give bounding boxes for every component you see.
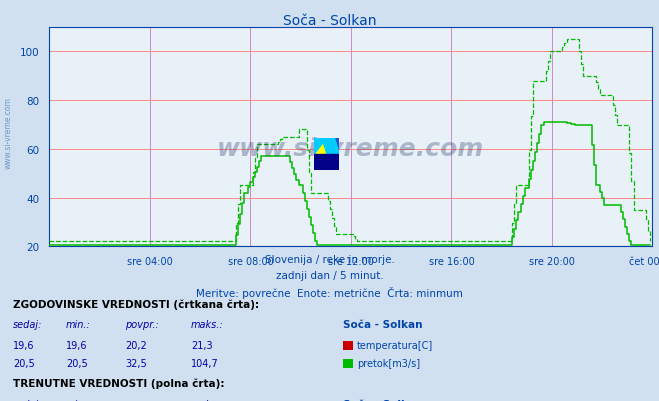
Text: maks.:: maks.: [191,399,224,401]
Text: 20,2: 20,2 [125,340,147,350]
Text: sedaj:: sedaj: [13,399,43,401]
Text: TRENUTNE VREDNOSTI (polna črta):: TRENUTNE VREDNOSTI (polna črta): [13,377,225,388]
Text: 104,7: 104,7 [191,358,219,368]
Polygon shape [327,138,339,154]
Text: www.si-vreme.com: www.si-vreme.com [217,136,484,160]
Text: Meritve: povrečne  Enote: metrične  Črta: minmum: Meritve: povrečne Enote: metrične Črta: … [196,287,463,299]
Text: povpr.:: povpr.: [125,320,159,330]
Text: www.si-vreme.com: www.si-vreme.com [3,97,13,168]
Polygon shape [322,138,339,154]
Text: Soča - Solkan: Soča - Solkan [343,320,422,330]
Polygon shape [314,138,327,154]
Text: Soča - Solkan: Soča - Solkan [343,399,422,401]
Text: 20,5: 20,5 [13,358,35,368]
Polygon shape [314,154,339,170]
Text: sedaj:: sedaj: [13,320,43,330]
Text: maks.:: maks.: [191,320,224,330]
Text: Slovenija / reke in morje.: Slovenija / reke in morje. [264,255,395,265]
Text: Soča - Solkan: Soča - Solkan [283,14,376,28]
Text: pretok[m3/s]: pretok[m3/s] [357,358,420,368]
Polygon shape [314,138,327,154]
Text: zadnji dan / 5 minut.: zadnji dan / 5 minut. [275,271,384,281]
Text: min.:: min.: [66,320,91,330]
Text: povpr.:: povpr.: [125,399,159,401]
Text: 19,6: 19,6 [13,340,35,350]
Text: 20,5: 20,5 [66,358,88,368]
Text: 32,5: 32,5 [125,358,147,368]
Text: 19,6: 19,6 [66,340,88,350]
Text: min.:: min.: [66,399,91,401]
Text: ZGODOVINSKE VREDNOSTI (črtkana črta):: ZGODOVINSKE VREDNOSTI (črtkana črta): [13,298,259,309]
Text: temperatura[C]: temperatura[C] [357,340,434,350]
Text: 21,3: 21,3 [191,340,213,350]
